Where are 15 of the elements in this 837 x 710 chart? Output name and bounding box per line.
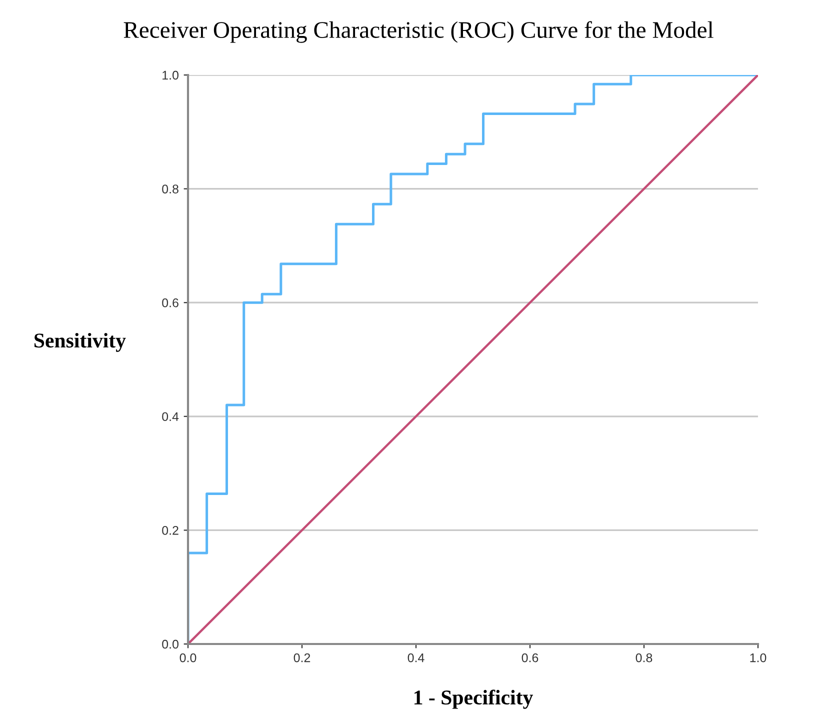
x-tick-label: 0.8: [636, 653, 652, 662]
text: 0.0: [180, 653, 196, 662]
y-tick-label: 0.8: [162, 184, 178, 194]
x-tick-label: 0.4: [408, 653, 424, 662]
x-tick-label: 0.2: [294, 653, 310, 662]
text: 0.0: [162, 640, 178, 649]
y-axis-title: Sensitivity: [34, 332, 126, 352]
text: 1.0: [162, 70, 178, 80]
x-tick-label: 0.6: [522, 653, 538, 662]
x-axis-title: 1 - Specificity: [414, 690, 533, 709]
text: 1.0: [750, 653, 766, 662]
y-tick-label: 0.2: [162, 526, 178, 535]
y-tick-label: 0.4: [162, 412, 179, 422]
chart-title: Receiver Operating Characteristic (ROC) Curve for the Model: [124, 21, 714, 43]
y-tick-label: 0.6: [162, 298, 178, 308]
